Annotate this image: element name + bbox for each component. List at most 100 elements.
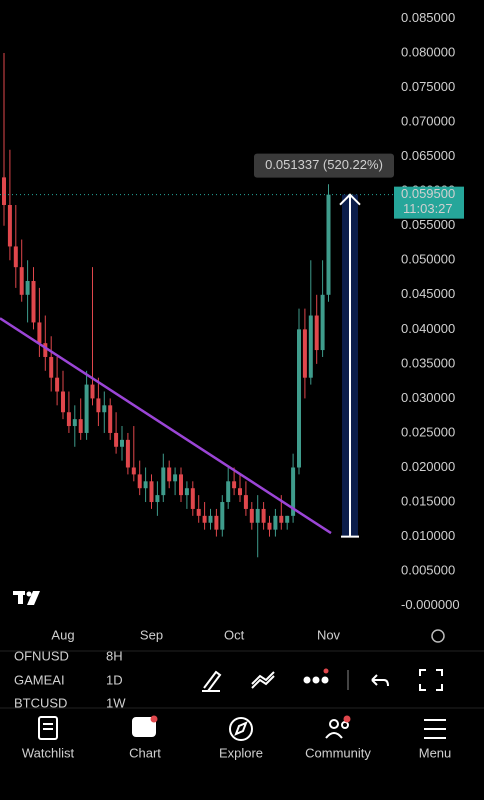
candle-body [291, 467, 296, 516]
candle-body [167, 467, 172, 482]
symbol[interactable]: GAMEAI [14, 672, 65, 687]
candle-body [267, 522, 272, 530]
y-tick-label: 0.030000 [401, 390, 455, 405]
y-tick-label: -0.000000 [401, 597, 460, 612]
candle-body [13, 246, 18, 268]
ghost-symbol: BTCUSD [14, 695, 67, 710]
candle-body [326, 194, 331, 295]
y-tick-label: 0.075000 [401, 79, 455, 94]
price-tag-label: 0.059500 [401, 186, 455, 201]
candle-body [285, 515, 290, 523]
candle-body [261, 508, 266, 523]
x-tick-label: Nov [317, 627, 341, 642]
candle-body [202, 515, 207, 523]
chart: 0.085000 0.080000 0.075000 0.070000 0.065000… [0, 10, 464, 642]
tab-label[interactable]: Community [305, 745, 371, 760]
measure-arrowhead [339, 193, 361, 206]
candle-body [108, 405, 113, 433]
candle-body [37, 322, 42, 344]
y-tick-label: 0.035000 [401, 355, 455, 370]
ghost-interval: 1W [106, 695, 126, 710]
candle-body [25, 280, 30, 295]
candle-body [66, 412, 71, 427]
settings-icon[interactable] [431, 629, 445, 643]
tab-icons [38, 716, 446, 741]
tab-bar: Watchlist Chart Explore Community Menu [22, 745, 451, 760]
candle-body [297, 329, 301, 468]
candle-body [161, 467, 166, 496]
candle-body [308, 315, 313, 378]
badge [343, 715, 351, 723]
candle-body [320, 294, 325, 351]
tab-label[interactable]: Explore [219, 745, 263, 760]
logo [13, 591, 40, 605]
candle-body [61, 391, 65, 413]
candle-body [137, 474, 142, 489]
badge [150, 715, 158, 723]
candle-body [96, 398, 101, 413]
candle-body [214, 515, 219, 530]
indicator-icon[interactable] [251, 671, 275, 689]
candle-body [302, 329, 307, 378]
candle-body [84, 384, 89, 433]
undo-icon[interactable] [371, 674, 389, 687]
interval[interactable]: 1D [106, 672, 123, 687]
tab-label[interactable]: Chart [129, 745, 161, 760]
candle-body [226, 481, 231, 503]
candle-body [243, 495, 248, 509]
candle-body [232, 481, 237, 489]
y-tick-label: 0.085000 [401, 10, 455, 25]
candle-body [19, 267, 24, 295]
candle-body [31, 280, 36, 323]
fullscreen-icon[interactable] [419, 669, 443, 691]
y-tick-label: 0.080000 [401, 44, 455, 59]
y-tick-label: 0.010000 [401, 528, 455, 543]
candle-body [173, 474, 178, 482]
candle-body [149, 481, 154, 503]
candle-body [190, 488, 195, 509]
ghost-symbol: OFNUSD [14, 648, 69, 663]
candle-body [143, 481, 148, 489]
candle-body [43, 343, 48, 357]
tab-label[interactable]: Watchlist [22, 745, 75, 760]
draw-icon[interactable] [202, 670, 222, 692]
y-tick-label: 0.005000 [401, 563, 455, 578]
candle-body [90, 384, 95, 399]
candle-body [249, 508, 254, 523]
candle-body [125, 439, 130, 468]
candle-body [114, 432, 119, 447]
y-tick-label: 0.070000 [401, 114, 455, 129]
candle-body [155, 495, 160, 503]
y-tick-label: 0.065000 [401, 148, 455, 163]
candle-body [238, 488, 242, 496]
candle-body [72, 419, 77, 427]
candle-body [184, 488, 189, 496]
x-tick-label: Aug [51, 627, 74, 642]
measure-label: 0.051337 (520.22%) [265, 157, 383, 172]
candle-body [220, 502, 225, 530]
measure-label-box [254, 153, 394, 178]
candle-body [2, 177, 6, 206]
tab-label[interactable]: Menu [419, 745, 452, 760]
candle-body [196, 508, 201, 516]
ghost-interval: 8H [106, 648, 123, 663]
price-tag [394, 186, 464, 219]
candle-body [279, 515, 284, 523]
candle-body [179, 474, 183, 496]
y-tick-label: 0.045000 [401, 286, 455, 301]
y-tick-label: 0.055000 [401, 217, 455, 232]
toolbar-icons[interactable] [202, 669, 443, 692]
y-tick-label: 0.025000 [401, 424, 455, 439]
candle-body [49, 356, 54, 378]
candle-body [55, 377, 60, 392]
trend-line [0, 317, 332, 535]
candle-body [102, 405, 107, 413]
x-tick-label: Oct [224, 627, 245, 642]
y-tick-label: 0.020000 [401, 459, 455, 474]
candle-body [120, 439, 124, 447]
countdown: 11:03:27 [403, 201, 453, 216]
candle-body [314, 315, 319, 351]
candle-body [255, 508, 260, 523]
x-tick-label: Sep [140, 627, 163, 642]
